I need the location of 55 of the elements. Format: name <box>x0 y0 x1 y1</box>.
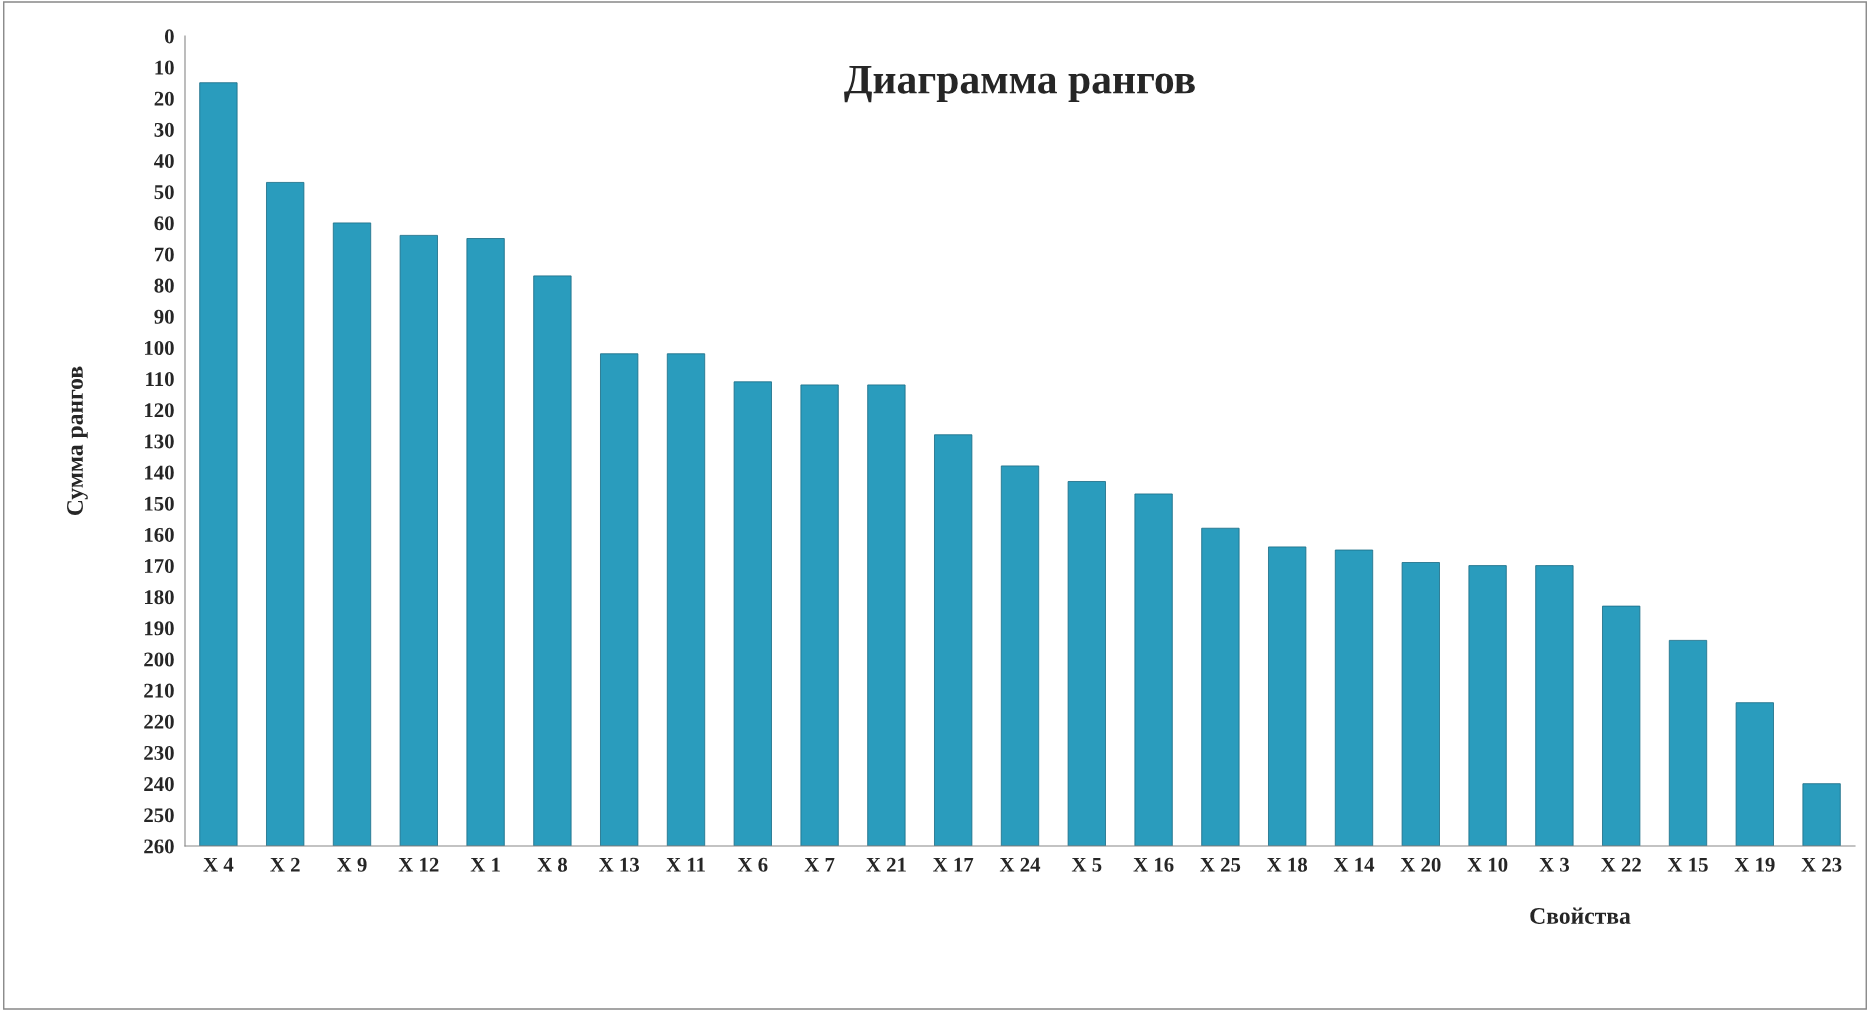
x-tick-label: X 15 <box>1667 857 1708 872</box>
x-tick-label: X 23 <box>1801 857 1842 872</box>
x-tick-label: X 22 <box>1601 857 1641 872</box>
x-tick-label: X 25 <box>1200 857 1241 872</box>
x-tick-label: X 21 <box>866 857 906 872</box>
y-tick-label: 240 <box>144 777 174 792</box>
y-tick-label: 200 <box>144 652 174 667</box>
x-tick-label: X 9 <box>337 857 367 872</box>
y-tick-label: 250 <box>144 808 174 823</box>
y-tick-label: 30 <box>154 122 174 137</box>
x-tick-label: X 11 <box>666 857 705 872</box>
x-tick-label: X 17 <box>933 857 974 872</box>
y-tick-label: 40 <box>154 153 174 169</box>
y-axis-title: Сумма рангов <box>67 366 88 515</box>
x-tick-label: X 3 <box>1539 857 1570 872</box>
y-tick-label: 170 <box>145 558 174 574</box>
y-tick-label: 140 <box>145 465 174 480</box>
y-tick-label: 50 <box>154 185 174 200</box>
x-tick-label: X 13 <box>599 857 640 872</box>
x-tick-label: X 12 <box>398 857 439 872</box>
x-tick-label: X 1 <box>470 857 500 872</box>
x-tick-label: X 2 <box>270 857 300 872</box>
x-tick-label: X 18 <box>1267 857 1308 872</box>
y-tick-label: 220 <box>144 714 174 729</box>
y-tick-label: 110 <box>146 372 174 387</box>
x-tick-label: X 20 <box>1400 857 1441 872</box>
y-tick-label: 70 <box>154 247 174 262</box>
y-tick-label: 130 <box>145 434 174 449</box>
text: Диаграмма рангов <box>844 65 1195 103</box>
y-tick-label: 0 <box>164 29 174 44</box>
x-tick-label: X 24 <box>999 857 1041 872</box>
x-tick-label: X 6 <box>737 857 768 872</box>
x-tick-label: X 7 <box>804 857 835 872</box>
x-tick-label: X 5 <box>1071 857 1102 872</box>
y-tick-label: 150 <box>145 496 174 511</box>
x-tick-label: X 4 <box>203 857 234 872</box>
y-tick-label: 160 <box>145 527 174 542</box>
y-tick-label: 190 <box>145 621 174 636</box>
x-tick-label: X 14 <box>1333 857 1375 872</box>
x-tick-label: X 8 <box>537 857 568 872</box>
y-tick-label: 260 <box>144 839 174 854</box>
y-tick-label: 10 <box>155 60 174 75</box>
y-tick-label: 100 <box>145 340 174 355</box>
y-tick-label: 80 <box>154 278 174 293</box>
y-tick-label: 60 <box>154 216 174 231</box>
y-tick-label: 180 <box>145 590 174 605</box>
x-tick-label: X 16 <box>1133 857 1174 872</box>
y-tick-label: 20 <box>154 91 174 106</box>
x-tick-label: X 10 <box>1467 857 1508 872</box>
y-tick-label: 120 <box>145 403 174 418</box>
y-tick-label: 90 <box>154 309 174 324</box>
x-axis-title: Свойства <box>1530 907 1631 924</box>
x-tick-label: X 19 <box>1734 857 1775 872</box>
y-tick-label: 230 <box>144 745 174 760</box>
y-tick-label: 210 <box>144 683 174 698</box>
